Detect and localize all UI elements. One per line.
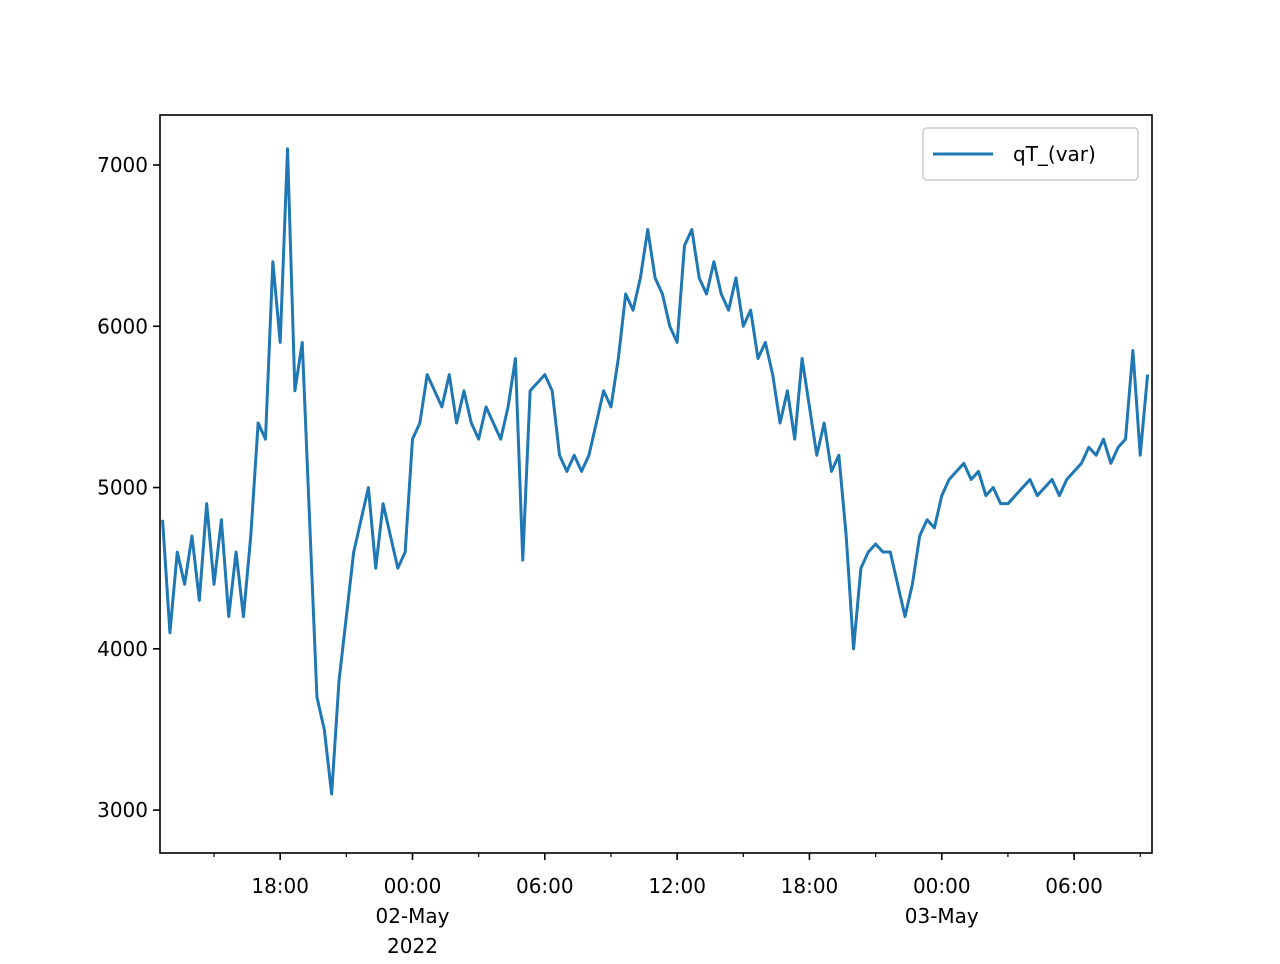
x-tick-label: 00:00 03-May xyxy=(905,874,979,928)
x-tick-label: 06:00 xyxy=(1045,874,1103,898)
x-tick-label: 18:00 xyxy=(251,874,309,898)
legend-label: qT_(var) xyxy=(1013,142,1096,166)
y-tick-label: 7000 xyxy=(97,153,148,177)
legend-box xyxy=(922,127,1139,181)
y-tick-label: 5000 xyxy=(97,476,148,500)
x-tick-label: 06:00 xyxy=(516,874,574,898)
y-tick-label: 3000 xyxy=(97,798,148,822)
y-tick-label: 4000 xyxy=(97,637,148,661)
x-tick-label: 18:00 xyxy=(781,874,839,898)
x-tick-label: 12:00 xyxy=(648,874,706,898)
x-tick-label: 00:00 02-May 2022 xyxy=(375,874,449,958)
plot-frame xyxy=(159,114,1153,854)
y-tick-label: 6000 xyxy=(97,314,148,338)
data-line xyxy=(161,147,1150,796)
